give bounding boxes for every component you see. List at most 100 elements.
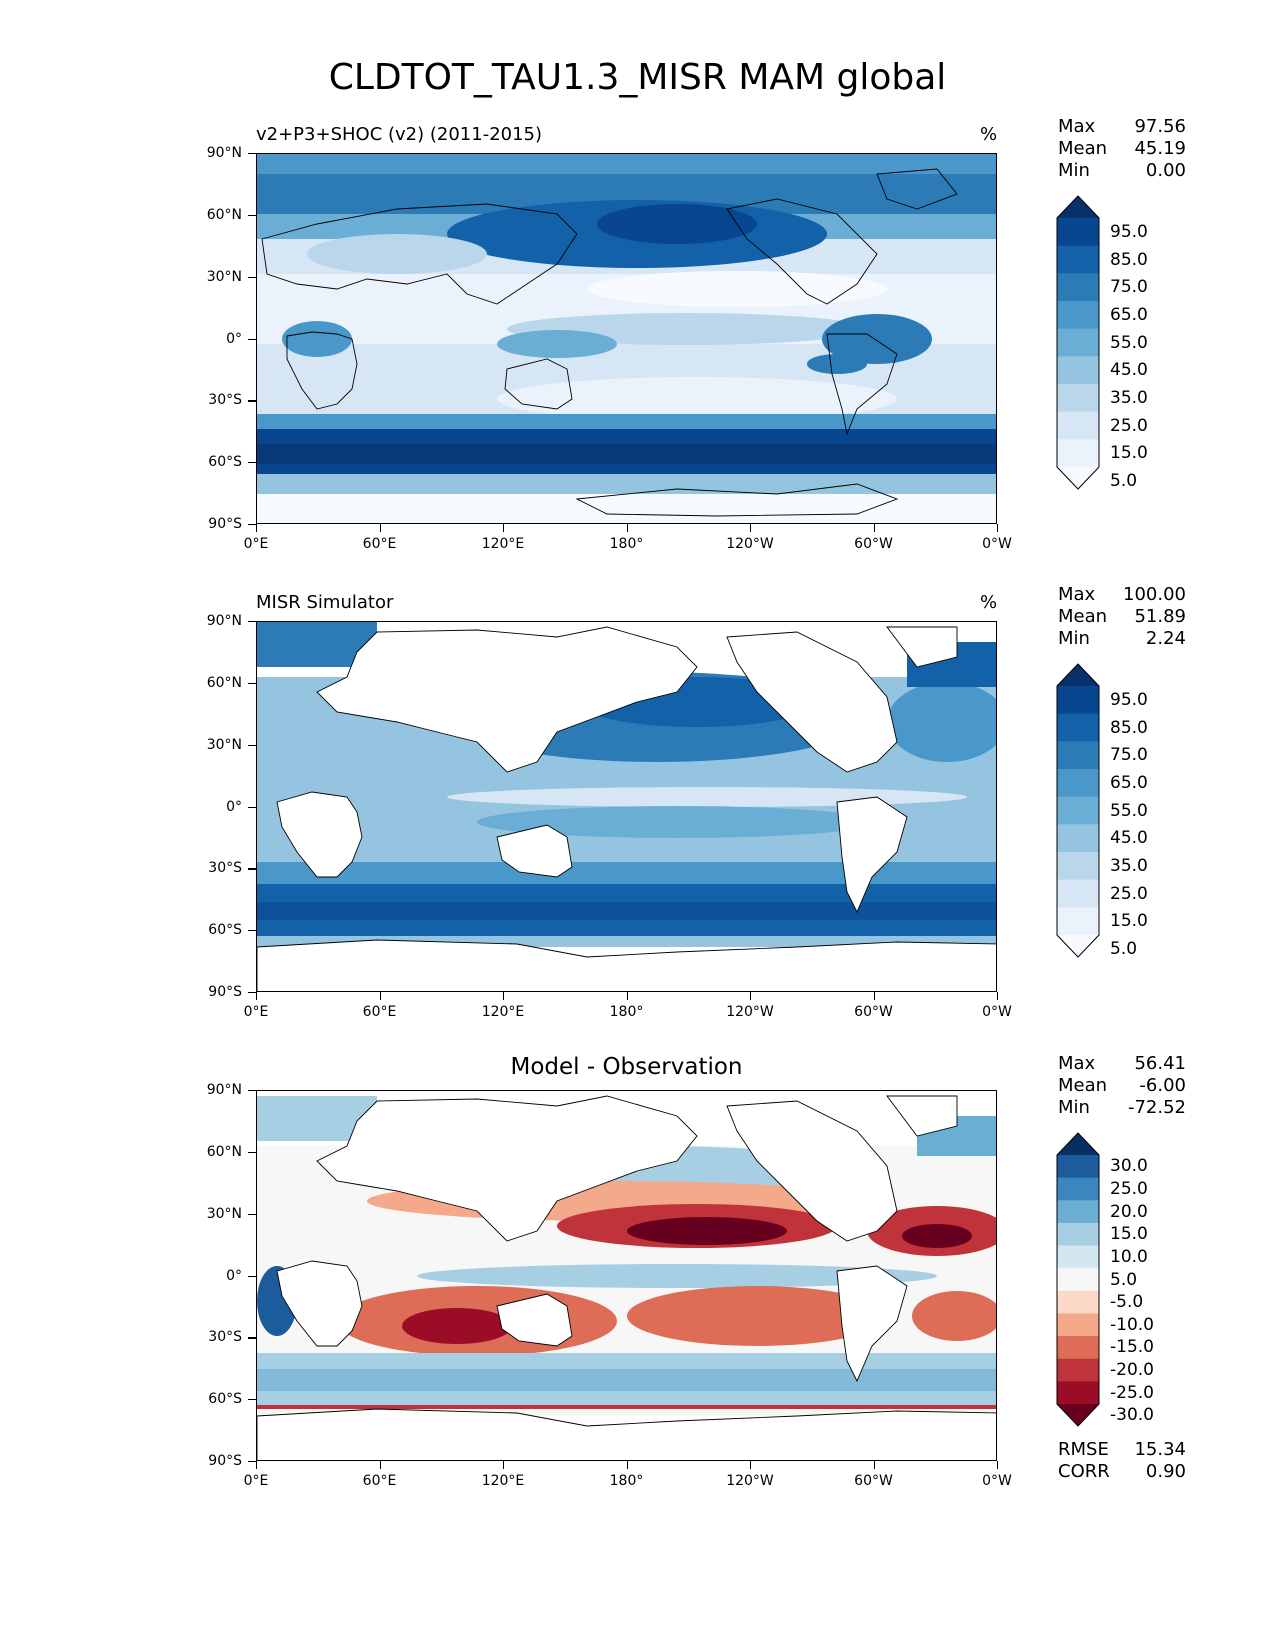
colorbar-tick-label: 5.0 (1110, 470, 1138, 491)
colorbar-tick-label: 45.0 (1110, 828, 1148, 849)
stat-max: Max 100.00 (1058, 584, 1186, 605)
lon-tick-label: 120°E (481, 1473, 525, 1489)
lat-tick-mark (248, 621, 256, 623)
colorbar-tick-label: 35.0 (1110, 855, 1148, 876)
stat-min: Min 0.00 (1058, 160, 1186, 181)
colorbar-swatch (1057, 439, 1099, 468)
colorbar-swatch (1057, 411, 1099, 440)
lon-tick-mark (626, 1461, 628, 1469)
lat-tick-mark (248, 214, 256, 217)
lon-tick-label: 0°W (982, 536, 1012, 552)
lon-tick-label: 0°W (982, 1473, 1012, 1489)
colorbar-tick-label: -30.0 (1110, 1405, 1154, 1426)
lat-tick-mark (248, 1337, 256, 1339)
colorbar-swatch (1057, 1290, 1099, 1314)
map-observation-svg (257, 622, 996, 991)
stat-corr: CORR 0.90 (1058, 1461, 1186, 1482)
lon-tick-label: 60°W (854, 536, 893, 552)
lat-tick-mark (248, 744, 256, 746)
lat-tick-label: 30°N (206, 1205, 242, 1222)
colorbar-swatch (1057, 824, 1099, 853)
colorbar-swatch (1057, 1222, 1099, 1247)
colorbar-tick-label: 35.0 (1110, 387, 1148, 408)
colorbar-tick-label: 85.0 (1110, 717, 1148, 738)
colorbar-swatch (1057, 1268, 1099, 1292)
stat-min: Min 2.24 (1058, 628, 1186, 649)
colorbar-tick-label: 65.0 (1110, 304, 1148, 325)
colorbar-tick-label: 75.0 (1110, 277, 1148, 298)
colorbar-swatch (1057, 741, 1099, 770)
lon-tick-label: 120°W (726, 1004, 774, 1020)
colorbar-tick-label: 55.0 (1110, 800, 1148, 821)
colorbar-tick-label: 5.0 (1110, 1269, 1138, 1290)
lon-tick-mark (750, 524, 752, 532)
lon-tick-mark (379, 524, 381, 532)
lon-tick-label: 60°E (362, 1004, 397, 1020)
stat-mean: Mean -6.00 (1058, 1075, 1186, 1096)
colorbar-outline (1056, 1132, 1100, 1427)
colorbar-tick-label: 10.0 (1110, 1246, 1148, 1267)
colorbar-swatch (1057, 1245, 1099, 1269)
stat-min: Min -72.52 (1058, 1097, 1186, 1118)
lon-tick-mark (256, 992, 258, 1000)
lon-tick-label: 180° (609, 1473, 644, 1489)
colorbar-swatch (1057, 384, 1099, 413)
colorbar-tick-label: -20.0 (1110, 1360, 1154, 1381)
lat-tick-label: 60°S (208, 922, 242, 939)
colorbar-tick-label: 5.0 (1110, 938, 1138, 959)
lon-tick-mark (750, 1461, 752, 1469)
colorbar (1056, 1132, 1100, 1427)
lat-tick-mark (248, 992, 256, 994)
colorbar-swatch (1057, 273, 1099, 302)
lon-tick-label: 0°E (243, 1473, 269, 1489)
colorbar-tick-label: -5.0 (1110, 1292, 1144, 1313)
colorbar-tick-label: 85.0 (1110, 249, 1148, 270)
colorbar-outline (1056, 195, 1100, 490)
colorbar-swatch (1057, 796, 1099, 825)
lat-tick-mark (248, 1461, 256, 1463)
lon-tick-label: 60°W (854, 1473, 893, 1489)
colorbar-swatch (1057, 1177, 1099, 1201)
colorbar-swatch (1057, 852, 1099, 881)
lon-tick-label: 180° (609, 536, 644, 552)
colorbar-swatch (1057, 907, 1099, 936)
lon-tick-mark (873, 1461, 875, 1469)
lon-tick-label: 60°W (854, 1004, 893, 1020)
lat-tick-label: 30°S (208, 860, 242, 877)
colorbar-tick-label: 30.0 (1110, 1156, 1148, 1177)
colorbar-tick-label: 95.0 (1110, 689, 1148, 710)
colorbar-swatch (1057, 1200, 1099, 1224)
lon-tick-mark (750, 992, 752, 1000)
lat-tick-mark (248, 524, 256, 526)
stat-max: Max 56.41 (1058, 1053, 1186, 1074)
colorbar-tick-label: 15.0 (1110, 1224, 1148, 1245)
colorbar-tick-label: -10.0 (1110, 1314, 1154, 1335)
stat-mean: Mean 45.19 (1058, 138, 1186, 159)
lon-tick-label: 120°W (726, 536, 774, 552)
lat-tick-label: 90°N (206, 145, 242, 161)
colorbar-swatch (1057, 769, 1099, 798)
lon-tick-mark (379, 992, 381, 1000)
lon-tick-mark (873, 992, 875, 1000)
lon-tick-label: 0°E (243, 536, 269, 552)
lon-tick-mark (873, 524, 875, 532)
colorbar-outline (1056, 663, 1100, 958)
colorbar-swatch (1057, 1313, 1099, 1337)
lat-tick-mark (248, 1090, 256, 1092)
lon-tick-mark (503, 524, 505, 532)
colorbar (1056, 663, 1100, 958)
lat-tick-mark (248, 276, 256, 278)
lat-tick-mark (248, 1275, 256, 1277)
lon-tick-label: 0°E (243, 1004, 269, 1020)
colorbar-swatch (1057, 1381, 1099, 1405)
colorbar-swatch (1057, 301, 1099, 330)
colorbar-tick-label: 75.0 (1110, 745, 1148, 766)
lat-tick-label: 60°N (206, 1143, 242, 1160)
colorbar-extend-max (1057, 664, 1099, 686)
lat-tick-label: 90°S (208, 1453, 242, 1469)
map-model (256, 153, 997, 524)
colorbar-swatch (1057, 1155, 1099, 1179)
panel-left-title: v2+P3+SHOC (v2) (2011-2015) (256, 124, 543, 145)
lon-tick-mark (256, 1461, 258, 1469)
lat-tick-mark (248, 1151, 256, 1154)
